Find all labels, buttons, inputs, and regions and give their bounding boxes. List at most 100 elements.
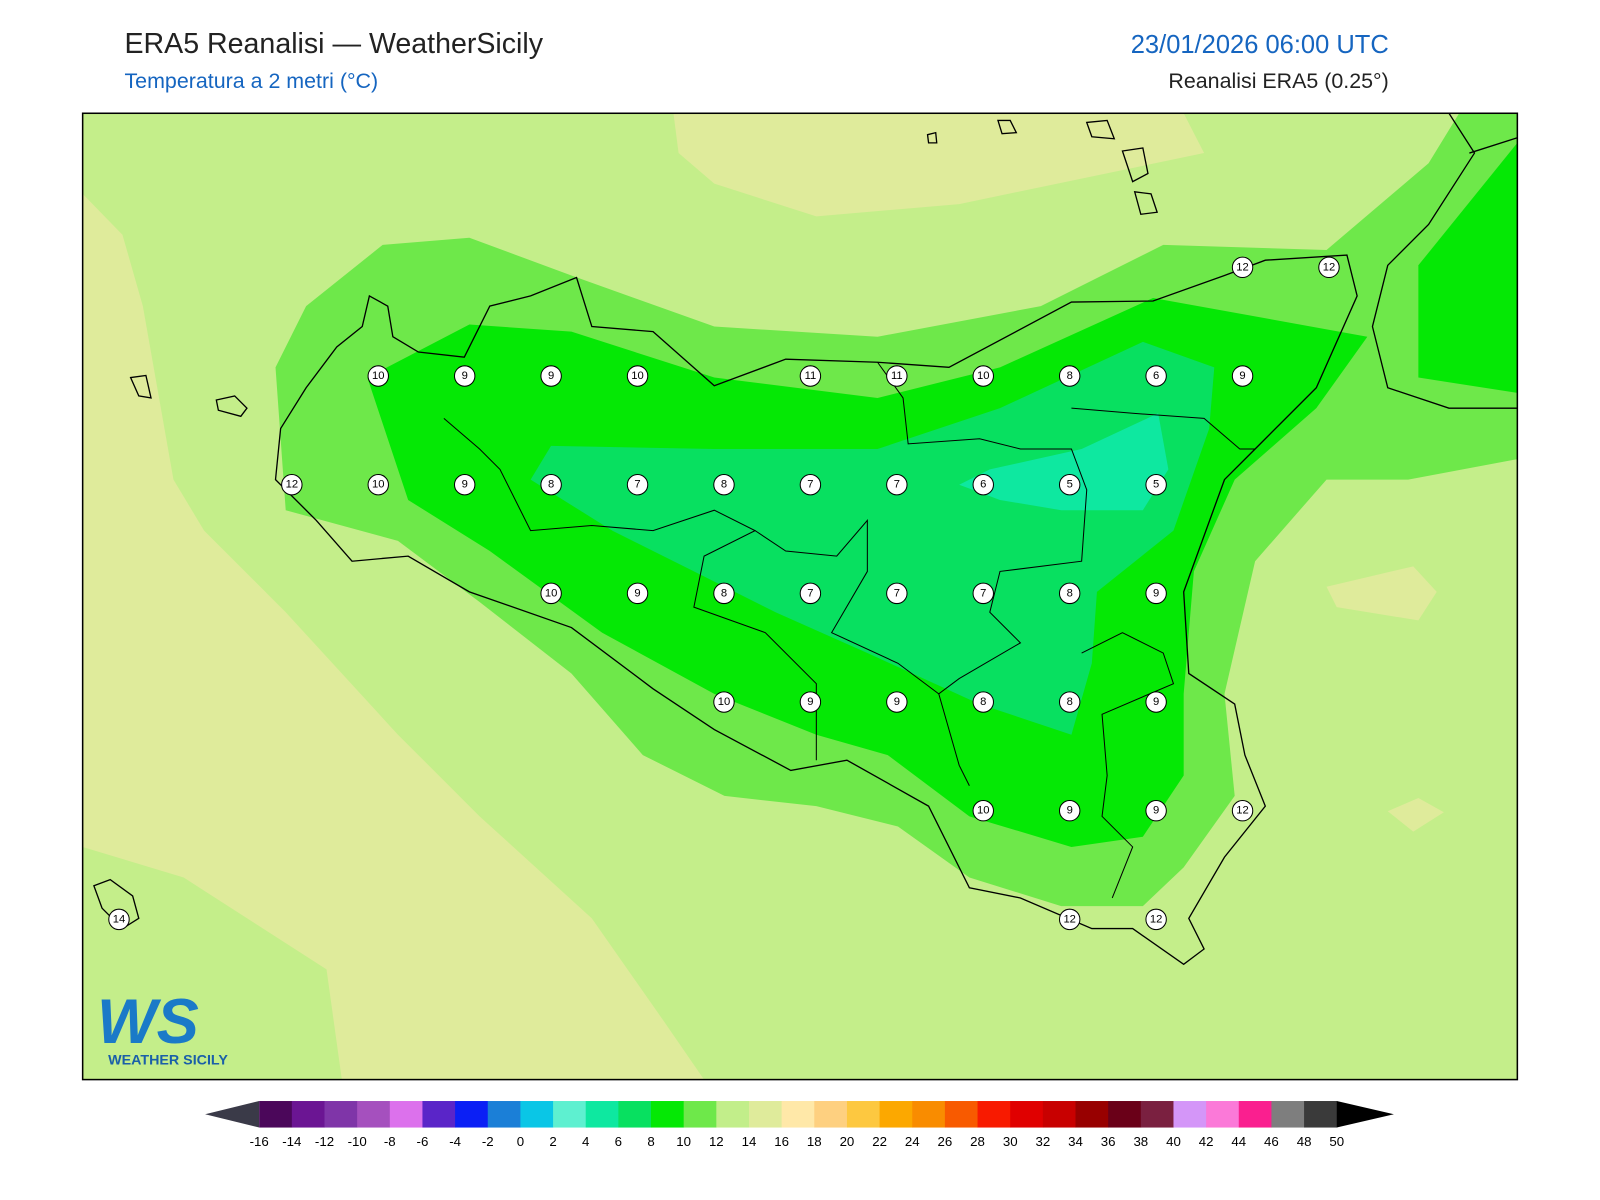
colorbar-tick-label: 28 <box>970 1134 985 1149</box>
station-value: 12 <box>1236 261 1248 273</box>
station-marker <box>1058 365 1081 387</box>
colorbar-tick-label: 46 <box>1264 1134 1279 1149</box>
station-value: 9 <box>807 696 813 708</box>
station-value: 5 <box>1067 479 1073 491</box>
station-value: 7 <box>634 479 640 491</box>
colorbar-tick-label: 50 <box>1329 1134 1344 1149</box>
station-value: 9 <box>462 370 468 382</box>
station-marker <box>713 691 735 713</box>
colorbar-tick-label: -12 <box>315 1134 334 1149</box>
colorbar-tick-label: -8 <box>384 1134 396 1149</box>
station-value: 9 <box>634 587 640 599</box>
province-border <box>1081 632 1175 899</box>
station-value: 12 <box>286 479 298 491</box>
colorbar-tick-label: -2 <box>482 1134 494 1149</box>
colorbar-swatch <box>683 1101 717 1128</box>
station-marker <box>1058 908 1081 931</box>
station-marker <box>626 365 649 387</box>
colorbar-swatch <box>1010 1101 1044 1128</box>
colorbar-swatch <box>977 1101 1011 1128</box>
colorbar-tick-label: 24 <box>905 1134 920 1149</box>
colorbar-tick-label: 20 <box>840 1134 855 1149</box>
station-marker <box>972 691 994 713</box>
colorbar-swatch <box>1140 1101 1174 1128</box>
map-frame <box>81 112 1519 1081</box>
station-marker <box>972 473 994 496</box>
station-marker <box>367 473 389 496</box>
map <box>82 113 1518 1080</box>
station-marker <box>1145 800 1167 822</box>
station-value: 6 <box>980 479 986 491</box>
colorbar-swatch <box>781 1101 815 1128</box>
province-border <box>443 417 817 761</box>
station-value: 8 <box>721 479 727 491</box>
station-value: 10 <box>372 479 384 491</box>
island <box>1133 191 1159 216</box>
station-marker <box>626 582 649 605</box>
station-marker <box>886 473 908 496</box>
colorbar-swatch <box>389 1101 423 1128</box>
colorbar-over <box>1336 1101 1394 1128</box>
colorbar-tick-label: 12 <box>709 1134 724 1149</box>
colorbar-tick-label: 48 <box>1297 1134 1312 1149</box>
colorbar-tick-label: 30 <box>1003 1134 1018 1149</box>
colorbar-tick-label: 10 <box>676 1134 691 1149</box>
station-value: 10 <box>977 370 989 382</box>
station-marker <box>1058 473 1081 496</box>
field-14-16 <box>1326 566 1437 621</box>
colorbar-swatch <box>455 1101 489 1128</box>
logo-mark: WS <box>97 987 199 1057</box>
station-marker <box>713 582 735 605</box>
station-value: 6 <box>1153 370 1159 382</box>
station-value: 10 <box>718 696 730 708</box>
colorbar-swatch <box>291 1101 325 1128</box>
station-marker <box>1058 582 1081 605</box>
colorbar-tick-label: 0 <box>517 1134 524 1149</box>
station-marker <box>799 365 822 387</box>
colorbar-swatch <box>1206 1101 1240 1128</box>
colorbar-swatch <box>422 1101 456 1128</box>
field-14-16 <box>1387 797 1444 832</box>
colorbar-tick-label: 18 <box>807 1134 822 1149</box>
field-8-10 <box>1418 142 1518 393</box>
colorbar-tick-label: -14 <box>282 1134 301 1149</box>
coastline <box>1469 137 1518 154</box>
colorbar-swatch <box>651 1101 685 1128</box>
station-value: 11 <box>805 370 817 382</box>
station-marker <box>1145 691 1167 713</box>
colorbar-tick-label: 8 <box>647 1134 654 1149</box>
station-value: 9 <box>1153 805 1159 817</box>
colorbar-swatch <box>1271 1101 1305 1128</box>
station-value: 10 <box>977 805 989 817</box>
colorbar-tick-label: 26 <box>938 1134 953 1149</box>
colorbar-tick-label: 44 <box>1231 1134 1246 1149</box>
station-marker <box>1145 365 1167 387</box>
colorbar-swatch <box>814 1101 848 1128</box>
station-marker <box>281 473 303 496</box>
colorbar-under <box>205 1101 260 1128</box>
datetime: 23/01/2026 06:00 UTC <box>1131 31 1389 59</box>
station-value: 9 <box>548 370 554 382</box>
colorbar-swatch <box>553 1101 587 1128</box>
station-marker <box>886 365 908 387</box>
colorbar-swatch <box>1075 1101 1109 1128</box>
island <box>1121 147 1149 183</box>
colorbar-tick-label: 16 <box>774 1134 789 1149</box>
station-marker <box>1058 691 1081 713</box>
station-marker <box>1145 582 1167 605</box>
island <box>997 119 1018 135</box>
colorbar-swatch <box>716 1101 750 1128</box>
colorbar-tick-label: 40 <box>1166 1134 1181 1149</box>
station-marker <box>972 582 994 605</box>
station-value: 7 <box>807 587 813 599</box>
station-marker <box>453 473 476 496</box>
station-value: 10 <box>372 370 384 382</box>
title: ERA5 Reanalisi — WeatherSicily <box>124 28 543 60</box>
station-marker <box>1231 800 1254 822</box>
station-value: 9 <box>1067 805 1073 817</box>
colorbar-swatch <box>846 1101 881 1128</box>
station-value: 12 <box>1236 805 1248 817</box>
colorbar: -16 -14 -12 -10 -8 -6 -4 -2 0 2 4 6 8 10 12 14 16 18 20 22 2… <box>205 1101 1394 1149</box>
station-marker <box>972 800 994 822</box>
